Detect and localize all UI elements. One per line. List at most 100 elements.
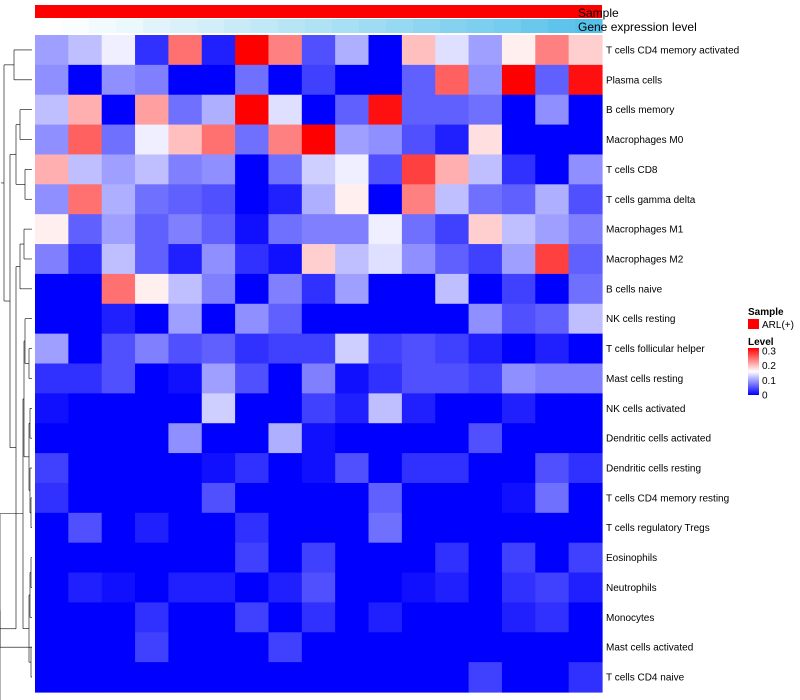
heatmap-cell [368, 303, 403, 335]
heatmap-cell [268, 632, 303, 663]
heatmap-cell [35, 602, 69, 633]
heatmap-cell [301, 124, 336, 156]
heatmap-cell [368, 632, 403, 663]
row-dendrogram [0, 49, 32, 700]
heatmap-cell [401, 333, 436, 365]
heatmap-cell [435, 542, 470, 574]
heatmap-cell [101, 393, 136, 424]
heatmap-cell [35, 453, 69, 484]
heatmap-cell [501, 303, 536, 335]
row-label: T cells gamma delta [606, 195, 696, 206]
heatmap-cell [235, 333, 270, 365]
row-label: Plasma cells [606, 75, 662, 86]
heatmap-cell [68, 94, 103, 126]
gene-expression-cell [467, 19, 495, 33]
gene-expression-cell [413, 19, 441, 33]
heatmap-cell [535, 453, 570, 484]
heatmap-cell [335, 393, 370, 424]
heatmap-cell [68, 662, 103, 693]
heatmap-cell [468, 512, 503, 544]
legend-sample-title: Sample [748, 307, 784, 318]
heatmap-cell [401, 154, 436, 185]
heatmap-cell [235, 662, 270, 693]
gene-expression-cell [170, 19, 198, 33]
heatmap-cell [301, 333, 336, 365]
heatmap-cell [368, 64, 403, 96]
heatmap-cell [568, 273, 603, 305]
heatmap-cell [168, 662, 203, 693]
gene-expression-cell [332, 19, 360, 33]
heatmap-cell [201, 94, 236, 126]
heatmap-cell [301, 542, 336, 574]
legend-level-ticks: 0.3 0.2 0.1 0 [762, 346, 776, 401]
heatmap-cell [68, 184, 103, 215]
heatmap-cell [201, 35, 236, 66]
heatmap-cell [268, 154, 303, 185]
heatmap-cell [235, 184, 270, 215]
heatmap-cell [535, 662, 570, 693]
heatmap-cell [501, 333, 536, 365]
heatmap-cell [501, 154, 536, 185]
heatmap-cell [35, 303, 69, 335]
heatmap-cell [535, 184, 570, 215]
heatmap-cell [268, 572, 303, 604]
heatmap-cell [301, 662, 336, 693]
heatmap-cell [68, 244, 103, 275]
heatmap-cell [268, 303, 303, 335]
heatmap-cell [35, 184, 69, 215]
heatmap-cell [235, 572, 270, 604]
heatmap-cell [135, 303, 170, 335]
heatmap-cell [101, 273, 136, 305]
heatmap-cell [368, 94, 403, 126]
heatmap-cell [501, 273, 536, 305]
heatmap-cell [468, 572, 503, 604]
heatmap-cell [301, 184, 336, 215]
heatmap-cell [568, 393, 603, 424]
heatmap-cell [135, 572, 170, 604]
row-label: T cells regulatory Tregs [606, 523, 710, 534]
heatmap-cell [368, 124, 403, 156]
heatmap-cell [568, 214, 603, 245]
heatmap-cell [468, 214, 503, 245]
heatmap-cell [568, 453, 603, 484]
heatmap-cell [135, 542, 170, 574]
heatmap-cell [435, 124, 470, 156]
sample-annotation-rect [35, 5, 602, 18]
gene-expression-cell [548, 19, 576, 33]
heatmap-cell [401, 423, 436, 454]
sample-annotation-label: Sample [578, 6, 619, 20]
heatmap-cell [201, 303, 236, 335]
heatmap-cell [101, 602, 136, 633]
legend-level-tick-label: 0 [762, 391, 768, 402]
heatmap-cell [368, 572, 403, 604]
heatmap-cell [501, 393, 536, 424]
heatmap-cell [35, 94, 69, 126]
gene-expression-cell [251, 19, 279, 33]
heatmap-cell [568, 363, 603, 394]
heatmap-cell [335, 184, 370, 215]
heatmap-cell [168, 363, 203, 394]
heatmap-cell [335, 214, 370, 245]
heatmap-cell [268, 542, 303, 574]
heatmap-cell [168, 572, 203, 604]
gene-expression-annotation-bar [35, 19, 603, 33]
heatmap-cell [335, 303, 370, 335]
heatmap-cell [468, 453, 503, 484]
heatmap-cell [301, 393, 336, 424]
heatmap-cell [201, 333, 236, 365]
heatmap-cell [101, 94, 136, 126]
heatmap-cell [435, 572, 470, 604]
heatmap-cell [401, 363, 436, 394]
heatmap-cell [368, 512, 403, 544]
heatmap-cell [335, 35, 370, 66]
heatmap-cell [301, 632, 336, 663]
heatmap-cell [435, 273, 470, 305]
heatmap-cell [335, 363, 370, 394]
heatmap-cell [535, 512, 570, 544]
heatmap-cell [468, 632, 503, 663]
heatmap-cell [501, 35, 536, 66]
heatmap-cell [135, 632, 170, 663]
heatmap-cell [268, 214, 303, 245]
heatmap-cell [68, 363, 103, 394]
